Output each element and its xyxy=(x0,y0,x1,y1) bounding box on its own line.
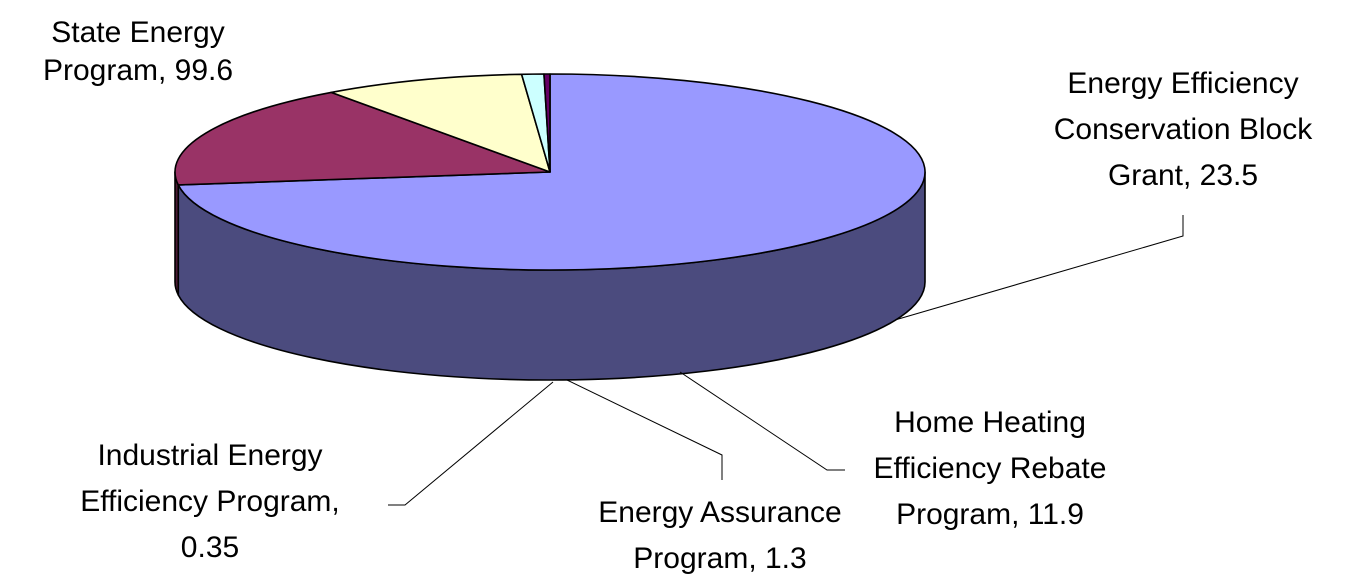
slice-label-0-line-0: State Energy xyxy=(51,16,224,49)
slice-label-4-line-0: Industrial Energy xyxy=(97,439,322,472)
slice-label-1-line-0: Energy Efficiency xyxy=(1067,67,1298,100)
leader-line-4 xyxy=(388,381,554,506)
leader-line-2 xyxy=(679,371,845,471)
slice-label-1-line-1: Conservation Block xyxy=(1054,113,1313,146)
slice-label-1: Energy Efficiency Conservation Block Grant… xyxy=(1054,67,1313,192)
pie-slice-2 xyxy=(330,73,551,173)
slice-labels: State Energy Program, 99.6 Energy Efficien… xyxy=(43,16,1313,575)
slice-label-0: State Energy Program, 99.6 xyxy=(43,16,233,87)
slice-label-1-line-2: Grant, 23.5 xyxy=(1108,159,1258,192)
pie-slice-4 xyxy=(543,73,551,173)
slice-label-4: Industrial Energy Efficiency Program, 0.35 xyxy=(80,439,340,564)
slice-label-3: Energy Assurance Program, 1.3 xyxy=(598,496,841,575)
slice-label-2-line-1: Efficiency Rebate xyxy=(874,452,1107,485)
slice-label-3-line-1: Program, 1.3 xyxy=(633,542,806,575)
leader-line-1 xyxy=(894,215,1184,321)
leader-lines xyxy=(388,215,1184,506)
slice-label-2-line-2: Program, 11.9 xyxy=(896,498,1084,531)
slice-label-4-line-2: 0.35 xyxy=(181,531,239,564)
slice-label-2: Home Heating Efficiency Rebate Program, 11… xyxy=(874,406,1107,531)
pie-slice-0 xyxy=(177,73,926,271)
leader-line-3 xyxy=(566,379,723,480)
slice-label-4-line-1: Efficiency Program, xyxy=(80,485,340,518)
slice-label-2-line-0: Home Heating xyxy=(894,406,1086,439)
slice-label-0-line-1: Program, 99.6 xyxy=(43,54,233,87)
pie-slice-1 xyxy=(174,91,551,186)
pie-tops xyxy=(174,73,926,271)
slice-label-3-line-0: Energy Assurance xyxy=(598,496,841,529)
